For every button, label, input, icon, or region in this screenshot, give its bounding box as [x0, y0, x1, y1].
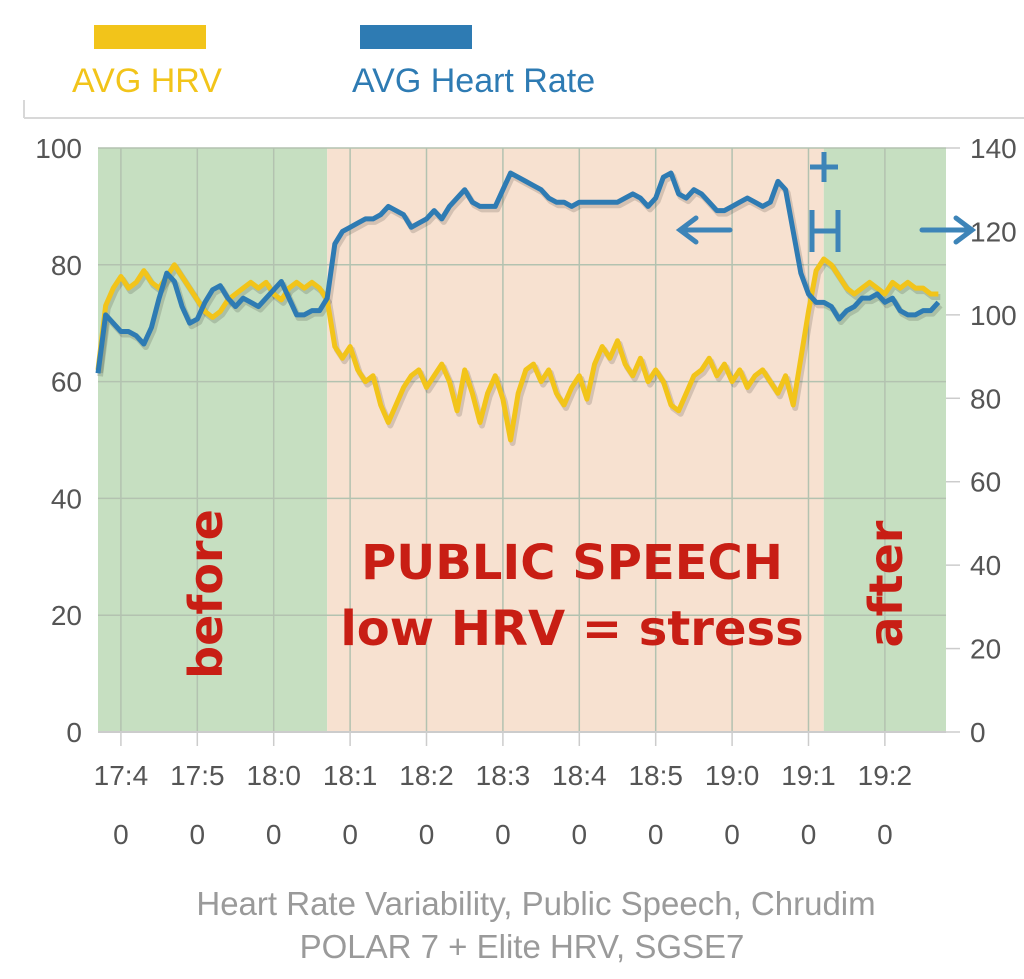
x-tick-label: 19:1: [781, 760, 836, 791]
x-tick-label-suffix: 0: [190, 819, 206, 850]
legend-swatch-heart-rate: [360, 25, 472, 49]
x-tick-label-suffix: 0: [419, 819, 435, 850]
x-tick-label: 19:0: [705, 760, 760, 791]
legend-label-heart-rate: AVG Heart Rate: [352, 62, 595, 100]
plus-marker-icon: [810, 152, 838, 182]
x-tick-label: 18:0: [246, 760, 301, 791]
annotation-before: before: [179, 509, 233, 679]
x-tick-label: 18:5: [628, 760, 683, 791]
y-axis-left: 0 20 40 60 80 100: [35, 133, 82, 748]
y-left-tick-label: 60: [51, 367, 82, 398]
y-left-tick-label: 100: [35, 133, 82, 164]
x-tick-label-suffix: 0: [801, 819, 817, 850]
y-left-tick-label: 20: [51, 600, 82, 631]
x-tick-label-suffix: 0: [572, 819, 588, 850]
arrow-left-icon: [675, 215, 733, 245]
annotation-after: after: [859, 520, 913, 647]
region-band-speech: [327, 148, 824, 732]
x-tick-label-suffix: 0: [495, 819, 511, 850]
legend-label-hrv: AVG HRV: [72, 62, 222, 100]
y-left-tick-label: 40: [51, 483, 82, 514]
caption-line-1: Heart Rate Variability, Public Speech, C…: [196, 885, 875, 922]
series-hrv-line: [95, 256, 939, 443]
legend-swatch-hrv: [94, 25, 206, 49]
x-tick-label-suffix: 0: [877, 819, 893, 850]
x-tick-label-suffix: 0: [266, 819, 282, 850]
x-tick-label-suffix: 0: [648, 819, 664, 850]
x-tick-label: 17:4: [94, 760, 149, 791]
y-right-tick-label: 40: [970, 550, 1001, 581]
y-right-tick-label: 20: [970, 634, 1001, 665]
series-heart-rate-line: [95, 170, 941, 374]
annotation-speech-subtitle: low HRV = stress: [340, 601, 803, 657]
x-tick-label: 18:3: [476, 760, 531, 791]
y-right-tick-label: 100: [970, 300, 1017, 331]
y-right-tick-label: 60: [970, 467, 1001, 498]
x-tick-label: 19:2: [858, 760, 913, 791]
x-tick-label: 18:2: [399, 760, 454, 791]
y-right-tick-label: 0: [970, 717, 986, 748]
x-tick-label-suffix: 0: [724, 819, 740, 850]
x-tick-label-suffix: 0: [342, 819, 358, 850]
x-tick-label-suffix: 0: [113, 819, 129, 850]
caption-line-2: POLAR 7 + Elite HRV, SGSE7: [300, 928, 745, 965]
y-right-tick-label: 120: [970, 216, 1017, 247]
region-bands: [98, 148, 946, 732]
x-axis: 17:4 0 17:5 0 18:0 0 18:1 0 18:2 0 18:3 0 18:4 0 18:5 0…: [94, 731, 946, 850]
region-band-before: [98, 148, 328, 732]
h-marker-icon: [809, 210, 841, 252]
y-left-tick-label: 80: [51, 250, 82, 281]
x-tick-label: 17:5: [170, 760, 225, 791]
arrow-right-icon: [919, 215, 977, 245]
x-tick-label: 18:1: [323, 760, 378, 791]
y-left-tick-label: 0: [66, 717, 82, 748]
annotation-speech-title: PUBLIC SPEECH: [361, 535, 783, 591]
y-right-tick-label: 140: [970, 133, 1017, 164]
x-tick-label: 18:4: [552, 760, 607, 791]
y-right-tick-label: 80: [970, 383, 1001, 414]
y-axis-right: 0 20 40 60 80 100 120 140: [946, 133, 1017, 748]
